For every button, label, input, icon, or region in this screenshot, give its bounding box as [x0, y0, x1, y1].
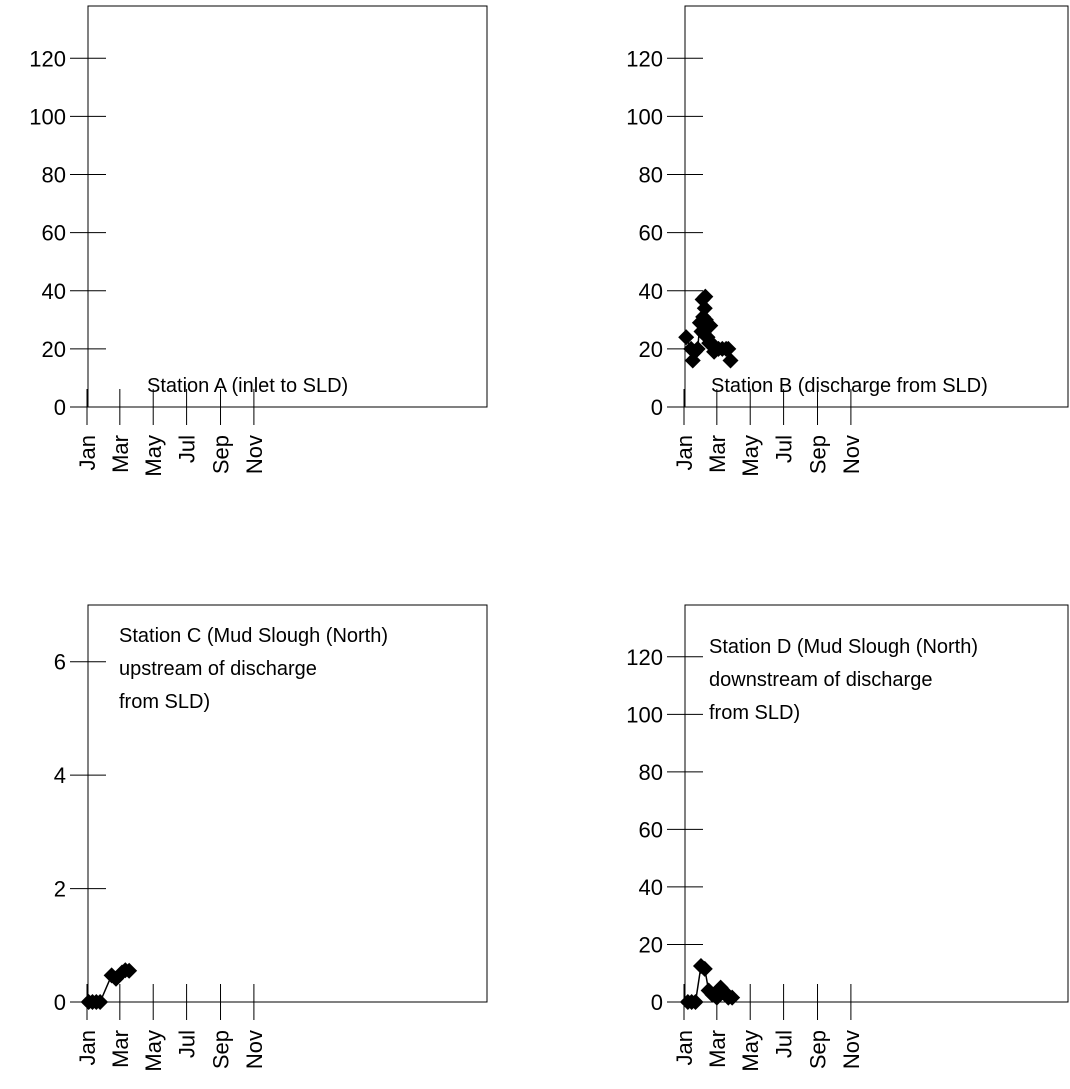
panel-0: 0 20 40 60 80 100 120 Jan Mar May Jul Sep Nov Station…: [29, 5, 488, 477]
plot-frame: [87, 604, 488, 1003]
y-tick-label: 60: [639, 221, 663, 246]
y-tick-label: 80: [639, 760, 663, 785]
data-point: [720, 340, 737, 357]
data-point: [678, 329, 695, 346]
data-point: [696, 960, 713, 977]
y-tick-label: 40: [42, 279, 66, 304]
y-tick-label: 20: [639, 932, 663, 957]
y-tick-label: 120: [626, 46, 663, 71]
plot-frame: [684, 604, 1069, 1003]
panel-annotation: upstream of discharge: [119, 658, 317, 680]
data-point: [689, 340, 706, 357]
data-point: [687, 994, 704, 1010]
x-tick-label: Jan: [672, 435, 697, 470]
x-tick-label: Jan: [672, 1030, 697, 1065]
data-point: [92, 994, 109, 1010]
x-tick-label: Jan: [75, 1030, 100, 1065]
y-tick-label: 0: [54, 395, 66, 420]
x-tick-label: May: [141, 435, 166, 477]
x-tick-label: Sep: [806, 435, 831, 474]
x-tick-label: Nov: [839, 435, 864, 474]
y-tick-label: 4: [54, 763, 66, 788]
x-tick-label: Jul: [175, 435, 200, 463]
y-tick-label: 100: [626, 104, 663, 129]
x-tick-label: Jul: [772, 1030, 797, 1058]
y-tick-label: 20: [42, 337, 66, 362]
y-tick-label: 0: [651, 395, 663, 420]
y-tick-label: 40: [639, 279, 663, 304]
panel-annotation: from SLD): [709, 702, 800, 724]
x-tick-label: Mar: [705, 1030, 730, 1068]
y-tick-label: 40: [639, 875, 663, 900]
x-tick-label: Nov: [839, 1030, 864, 1069]
y-tick-label: 20: [639, 337, 663, 362]
y-tick-label: 100: [626, 702, 663, 727]
y-tick-label: 100: [29, 104, 66, 129]
panel-annotation: from SLD): [119, 691, 210, 713]
y-tick-label: 2: [54, 877, 66, 902]
y-tick-label: 80: [639, 163, 663, 188]
y-tick-label: 60: [42, 221, 66, 246]
data-point: [121, 962, 138, 979]
y-tick-label: 120: [626, 645, 663, 670]
x-tick-label: Sep: [209, 435, 234, 474]
y-tick-label: 6: [54, 650, 66, 675]
panel-annotation: Station C (Mud Slough (North): [119, 625, 388, 647]
x-tick-label: May: [738, 435, 763, 477]
panel-3: 0 20 40 60 80 100 120 Jan Mar May Jul Sep Nov Station…: [626, 604, 1069, 1072]
data-point: [702, 317, 719, 334]
x-tick-label: Mar: [108, 1030, 133, 1068]
x-tick-label: Jul: [772, 435, 797, 463]
x-tick-label: May: [738, 1030, 763, 1072]
x-tick-label: Mar: [705, 435, 730, 473]
plot-frame: [684, 5, 1069, 408]
y-tick-label: 60: [639, 817, 663, 842]
x-tick-label: Sep: [209, 1030, 234, 1069]
data-point: [724, 989, 741, 1006]
x-tick-label: Nov: [242, 1030, 267, 1069]
y-tick-label: 120: [29, 46, 66, 71]
data-point: [696, 300, 713, 317]
y-tick-label: 0: [651, 990, 663, 1015]
panel-1: 0 20 40 60 80 100 120 Jan Mar May Jul Sep Nov Station…: [626, 5, 1069, 477]
panel-annotation: downstream of discharge: [709, 669, 932, 691]
x-tick-label: May: [141, 1030, 166, 1072]
x-tick-label: Jul: [175, 1030, 200, 1058]
data-point: [697, 288, 714, 305]
panel-2: 0 2 4 6 Jan Mar May Jul Sep Nov Station C (Mud Slo…: [54, 604, 488, 1072]
y-tick-label: 80: [42, 163, 66, 188]
panel-annotation: Station D (Mud Slough (North): [709, 636, 978, 658]
x-tick-label: Mar: [108, 435, 133, 473]
y-tick-label: 0: [54, 990, 66, 1015]
x-tick-label: Sep: [806, 1030, 831, 1069]
panel-annotation: Station B (discharge from SLD): [711, 375, 988, 397]
panel-annotation: Station A (inlet to SLD): [147, 375, 348, 397]
data-point: [722, 352, 739, 369]
x-tick-label: Nov: [242, 435, 267, 474]
x-tick-label: Jan: [75, 435, 100, 470]
plot-frame: [87, 5, 488, 408]
